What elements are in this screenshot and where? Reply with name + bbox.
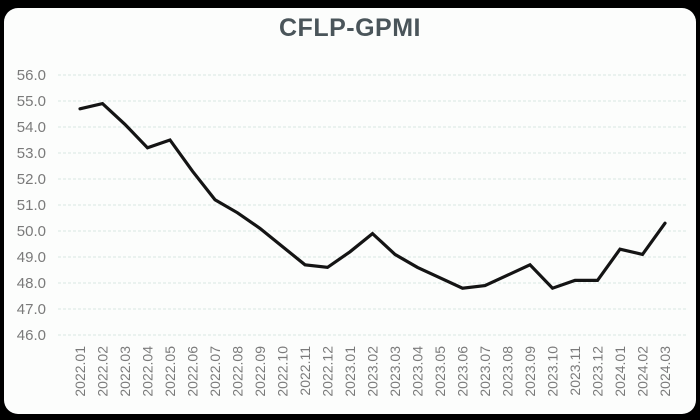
x-axis-tick-label: 2022.01 bbox=[72, 346, 88, 397]
x-axis-tick-label: 2023.11 bbox=[567, 346, 583, 396]
y-axis-tick-label: 47.0 bbox=[17, 301, 46, 318]
x-axis-tick-label: 2022.02 bbox=[95, 346, 111, 397]
x-axis-tick-label: 2022.10 bbox=[275, 346, 291, 397]
y-axis-tick-label: 51.0 bbox=[17, 197, 46, 214]
x-axis-tick-label: 2023.05 bbox=[432, 346, 448, 397]
y-axis-tick-label: 46.0 bbox=[17, 327, 46, 344]
y-axis-tick-label: 53.0 bbox=[17, 145, 46, 162]
x-axis-tick-label: 2022.04 bbox=[140, 346, 156, 397]
y-axis-tick-label: 48.0 bbox=[17, 275, 46, 292]
x-axis-tick-label: 2023.02 bbox=[365, 346, 381, 397]
x-axis-tick-label: 2023.03 bbox=[387, 346, 403, 397]
x-axis-tick-label: 2024.02 bbox=[635, 346, 651, 397]
x-axis-tick-label: 2024.03 bbox=[657, 346, 673, 397]
x-axis-tick-label: 2023.06 bbox=[455, 346, 471, 397]
x-axis-tick-label: 2024.01 bbox=[612, 346, 628, 397]
x-axis-tick-label: 2023.08 bbox=[500, 346, 516, 397]
x-axis-tick-label: 2023.04 bbox=[410, 346, 426, 397]
x-axis-tick-label: 2022.09 bbox=[252, 346, 268, 397]
y-axis-tick-label: 50.0 bbox=[17, 223, 46, 240]
x-axis-tick-label: 2023.01 bbox=[342, 346, 358, 397]
x-axis-tick-label: 2023.07 bbox=[477, 346, 493, 397]
x-axis-tick-label: 2022.11 bbox=[297, 346, 313, 396]
x-axis-tick-label: 2022.12 bbox=[320, 346, 336, 397]
y-axis-tick-label: 52.0 bbox=[17, 171, 46, 188]
x-axis-tick-label: 2023.10 bbox=[545, 346, 561, 397]
x-axis-tick-label: 2022.05 bbox=[162, 346, 178, 397]
x-axis-tick-label: 2023.12 bbox=[590, 346, 606, 397]
x-axis-tick-label: 2022.07 bbox=[207, 346, 223, 397]
x-axis-tick-label: 2022.06 bbox=[185, 346, 201, 397]
y-axis-tick-label: 49.0 bbox=[17, 249, 46, 266]
x-axis-tick-label: 2022.08 bbox=[230, 346, 246, 397]
y-axis-tick-label: 54.0 bbox=[17, 119, 46, 136]
x-axis-tick-label: 2023.09 bbox=[522, 346, 538, 397]
y-axis-tick-label: 55.0 bbox=[17, 93, 46, 110]
chart-card bbox=[4, 8, 696, 414]
x-axis-tick-label: 2022.03 bbox=[117, 346, 133, 397]
pmi-line-series bbox=[78, 101, 667, 291]
chart-title: CFLP-GPMI bbox=[279, 14, 421, 42]
y-axis-tick-label: 56.0 bbox=[17, 67, 46, 84]
